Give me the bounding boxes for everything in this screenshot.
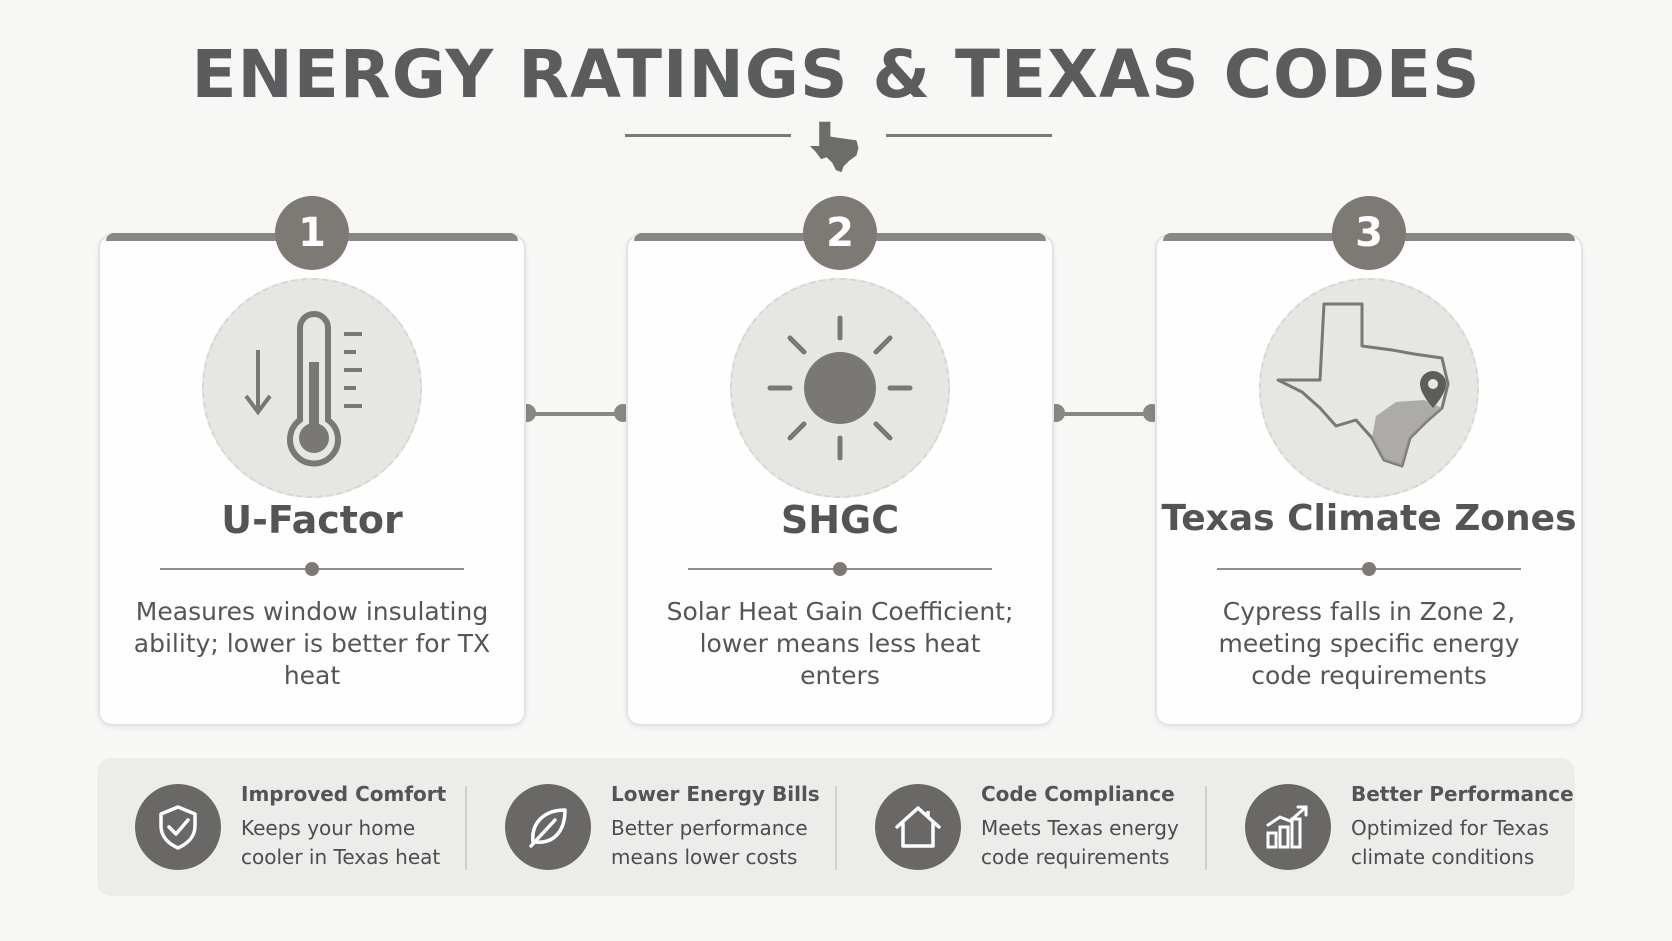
card-title: SHGC [780, 498, 900, 542]
card-texas-climate-zones: 3 Texas Climate Zones Cypress falls in Z… [1155, 196, 1583, 726]
card-rule-dot [1362, 562, 1376, 576]
benefit-text: Optimized for Texas climate conditions [1351, 816, 1549, 869]
thermometer-icon [244, 311, 362, 467]
sun-icon [767, 315, 913, 461]
benefit-text: Meets Texas energy code requirements [981, 816, 1179, 869]
connector-2-3 [1056, 412, 1152, 416]
card-u-factor: 1 U-Factor Measures window insulating ab… [98, 196, 526, 726]
card-description: Cypress falls in Zone 2, meeting specifi… [1218, 597, 1520, 690]
benefit-code-compliance: Code Compliance Meets Texas energy code … [837, 758, 1197, 896]
texas-silhouette-icon [809, 121, 859, 173]
step-number-badge: 2 [803, 196, 877, 270]
icon-circle [1259, 278, 1479, 498]
benefit-improved-comfort: Improved Comfort Keeps your home cooler … [97, 758, 457, 896]
card-title: U-Factor [221, 498, 403, 542]
page-title: ENERGY RATINGS & TEXAS CODES [191, 36, 1481, 113]
benefit-lower-energy-bills: Lower Energy Bills Better performance me… [467, 758, 827, 896]
benefit-title: Lower Energy Bills [611, 782, 820, 806]
benefit-text: Keeps your home cooler in Texas heat [241, 816, 441, 869]
card-description: Solar Heat Gain Coefficient; lower means… [666, 597, 1014, 690]
shield-check-icon [135, 784, 221, 870]
step-number-badge: 1 [275, 196, 349, 270]
card-shgc: 2 SHGC Solar Heat Gain Coefficient; lowe… [626, 196, 1054, 726]
house-icon [875, 784, 961, 870]
card-title: Texas Climate Zones [1161, 498, 1577, 539]
benefit-title: Improved Comfort [241, 782, 447, 806]
benefit-title: Code Compliance [981, 782, 1175, 806]
texas-map-icon [1276, 302, 1450, 468]
benefit-separator [465, 786, 467, 870]
benefit-text: Better performance means lower costs [611, 816, 808, 869]
benefit-title: Better Performance [1351, 782, 1574, 806]
title-divider-left [625, 134, 791, 137]
icon-circle [730, 278, 950, 498]
benefits-panel: Improved Comfort Keeps your home cooler … [97, 758, 1575, 896]
benefit-separator [1205, 786, 1207, 870]
connector-1-2 [527, 412, 623, 416]
bar-chart-icon [1245, 784, 1331, 870]
leaf-icon [505, 784, 591, 870]
icon-circle [202, 278, 422, 498]
benefit-separator [835, 786, 837, 870]
card-rule-dot [833, 562, 847, 576]
step-number-badge: 3 [1332, 196, 1406, 270]
card-description: Measures window insulating ability; lowe… [133, 597, 491, 690]
card-rule-dot [305, 562, 319, 576]
benefit-better-performance: Better Performance Optimized for Texas c… [1207, 758, 1574, 896]
title-divider-right [886, 134, 1052, 137]
